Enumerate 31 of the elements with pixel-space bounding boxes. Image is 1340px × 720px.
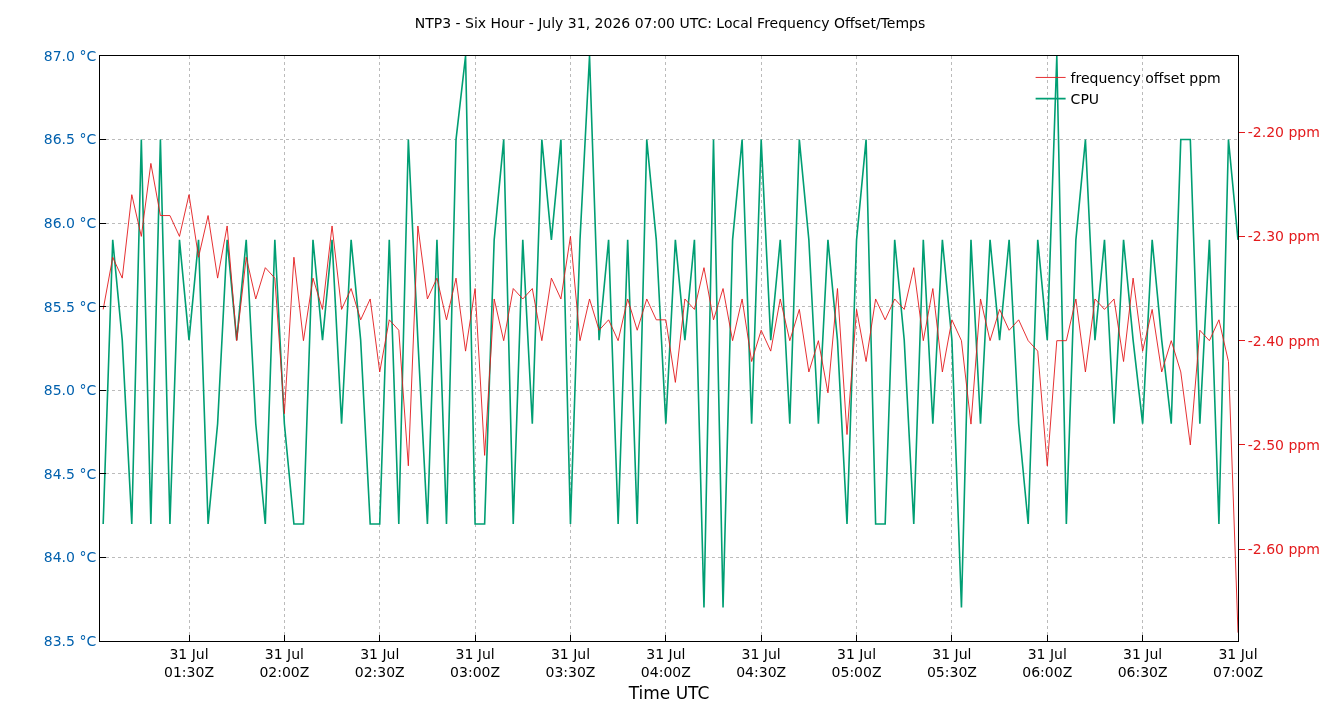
x-tick-label: 31 Jul 03:30Z: [545, 645, 596, 680]
y2-tick-label: -2.20 ppm: [1247, 124, 1320, 141]
y-tick-label: 86.5 °C: [43, 131, 97, 148]
y-tick-label: 86.0 °C: [43, 215, 97, 232]
y-tick-label: 84.5 °C: [43, 465, 97, 482]
x-tick-label: 31 Jul 04:30Z: [736, 645, 787, 680]
x-tick-label: 31 Jul 02:00Z: [259, 645, 310, 680]
y2-tick-label: -2.40 ppm: [1247, 332, 1320, 349]
x-tick-label: 31 Jul 02:30Z: [354, 645, 405, 680]
x-tick-label: 31 Jul 03:00Z: [450, 645, 501, 680]
y-tick-label: 87.0 °C: [43, 47, 97, 64]
x-tick-label: 31 Jul 06:30Z: [1117, 645, 1168, 680]
y-tick-label: 85.0 °C: [43, 382, 97, 399]
x-tick-label: 31 Jul 05:30Z: [926, 645, 977, 680]
x-tick-label: 31 Jul 06:00Z: [1022, 645, 1073, 680]
y2-tick-label: -2.50 ppm: [1247, 436, 1320, 453]
y2-tick-label: -2.30 ppm: [1247, 228, 1320, 245]
x-tick-label: 31 Jul 01:30Z: [164, 645, 214, 680]
chart-title: NTP3 - Six Hour - July 31, 2026 07:00 UTC: Local Frequency Offset/Temps: [414, 14, 926, 31]
x-tick-label: 31 Jul 04:00Z: [640, 645, 691, 680]
line-series: [102, 56, 1238, 609]
legend-label: CPU: [1070, 91, 1100, 108]
y2-tick-label: -2.60 ppm: [1247, 541, 1320, 558]
y-tick-label: 83.5 °C: [43, 632, 97, 649]
x-tick-label: 31 Jul 07:00Z: [1213, 645, 1263, 680]
x-axis-title: Time UTC: [627, 683, 710, 704]
y-tick-label: 85.5 °C: [43, 298, 97, 315]
y-tick-label: 84.0 °C: [43, 549, 97, 566]
line-series: [102, 162, 1238, 634]
x-tick-label: 31 Jul 05:00Z: [831, 645, 882, 680]
legend-label: frequency offset ppm: [1070, 69, 1221, 86]
